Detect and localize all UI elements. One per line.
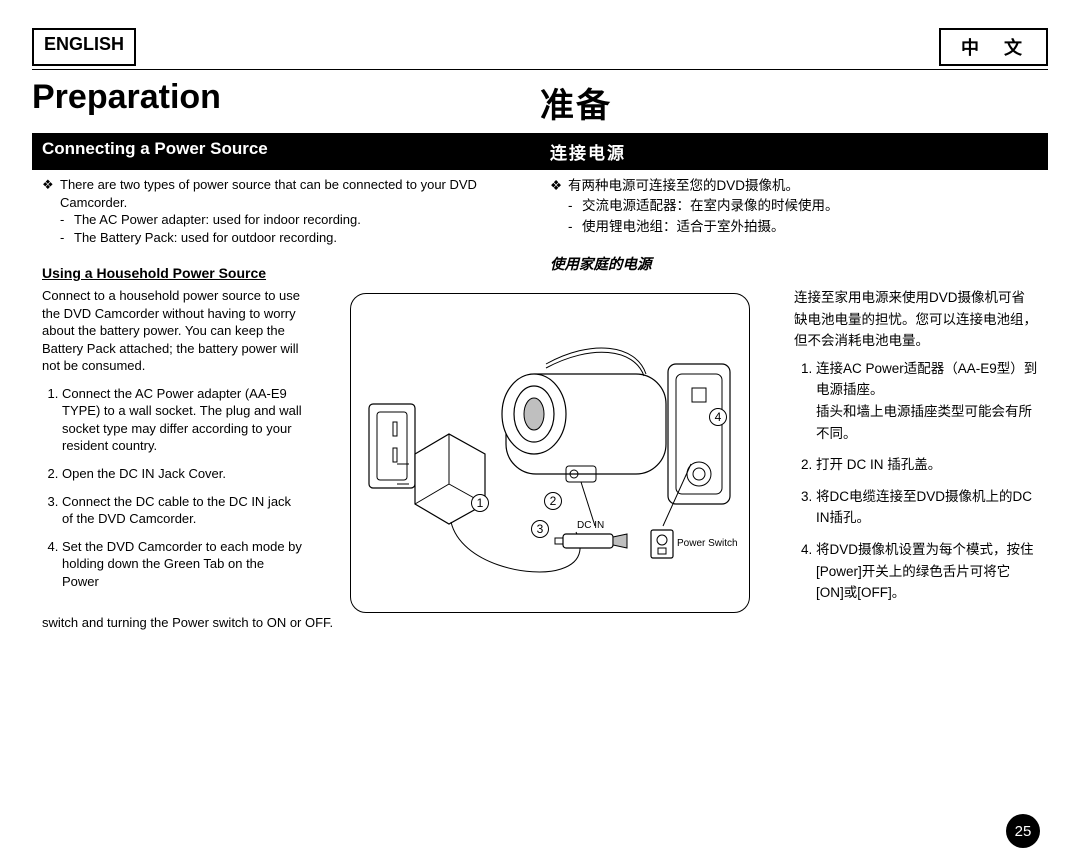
intro-en: ❖ There are two types of power source th… [32, 170, 540, 287]
title-english: Preparation [32, 78, 540, 127]
page-number-badge: 25 [1006, 814, 1040, 848]
callout-2: 2 [544, 492, 562, 510]
intro-en-text: There are two types of power source that… [60, 176, 530, 211]
en-sub1: The AC Power adapter: used for indoor re… [74, 211, 361, 229]
diamond-icon: ❖ [550, 176, 568, 196]
en-step4-continue: switch and turning the Power switch to O… [32, 614, 462, 632]
callout-3: 3 [531, 520, 549, 538]
en-sub2: The Battery Pack: used for outdoor recor… [74, 229, 337, 247]
cn-para: 连接至家用电源来使用DVD摄像机可省缺电池电量的担忧。您可以连接电池组，但不会消… [794, 287, 1038, 352]
subhead-en: Using a Household Power Source [42, 264, 530, 283]
section-bar: Connecting a Power Source 连接电源 [32, 133, 1048, 170]
en-steps: Connect the AC Power adapter (AA-E9 TYPE… [42, 385, 304, 590]
cn-step-2: 打开 DC IN 插孔盖。 [816, 454, 1038, 476]
diagram-area: 1 2 3 4 DC IN Power Switch [312, 287, 788, 614]
callout-1: 1 [471, 494, 489, 512]
cn-step-4: 将DVD摄像机设置为每个模式，按住[Power]开关上的绿色舌片可将它[ON]或… [816, 539, 1038, 604]
callout-4: 4 [709, 408, 727, 426]
left-english-text: Connect to a household power source to u… [32, 287, 312, 614]
intro-cn-text: 有两种电源可连接至您的DVD摄像机。 [568, 176, 799, 196]
main-row: Connect to a household power source to u… [32, 287, 1048, 614]
cn-steps: 连接AC Power适配器（AA-E9型）到电源插座。插头和墙上电源插座类型可能… [794, 358, 1038, 604]
intro-columns: ❖ There are two types of power source th… [32, 170, 1048, 287]
section-cn: 连接电源 [540, 133, 1048, 170]
diagram-frame: 1 2 3 4 DC IN Power Switch [350, 293, 750, 613]
cn-sub2: 使用锂电池组：适合于室外拍摄。 [582, 217, 785, 237]
language-tabs: ENGLISH 中 文 [32, 28, 1048, 66]
tab-english: ENGLISH [32, 28, 136, 66]
label-power-switch: Power Switch [677, 538, 738, 549]
label-dcin: DC IN [577, 520, 604, 531]
tab-chinese: 中 文 [939, 28, 1048, 66]
en-step-4: Set the DVD Camcorder to each mode by ho… [62, 538, 304, 591]
intro-cn: ❖ 有两种电源可连接至您的DVD摄像机。 -交流电源适配器：在室内录像的时候使用… [540, 170, 1048, 287]
diagram-svg [351, 294, 751, 614]
cn-sub1: 交流电源适配器：在室内录像的时候使用。 [582, 196, 839, 216]
subhead-cn: 使用家庭的电源 [550, 255, 1038, 277]
chapter-titles: Preparation 准备 [32, 78, 1048, 127]
cn-step-1: 连接AC Power适配器（AA-E9型）到电源插座。插头和墙上电源插座类型可能… [816, 358, 1038, 444]
en-step-1: Connect the AC Power adapter (AA-E9 TYPE… [62, 385, 304, 455]
diamond-icon: ❖ [42, 176, 60, 211]
cn-step-3: 将DC电缆连接至DVD摄像机上的DC IN插孔。 [816, 486, 1038, 529]
right-chinese-text: 连接至家用电源来使用DVD摄像机可省缺电池电量的担忧。您可以连接电池组，但不会消… [788, 287, 1048, 614]
rule [32, 69, 1048, 70]
en-step-2: Open the DC IN Jack Cover. [62, 465, 304, 483]
section-en: Connecting a Power Source [32, 133, 540, 170]
en-para: Connect to a household power source to u… [42, 287, 304, 375]
title-chinese: 准备 [540, 78, 1048, 127]
en-step-3: Connect the DC cable to the DC IN jack o… [62, 493, 304, 528]
